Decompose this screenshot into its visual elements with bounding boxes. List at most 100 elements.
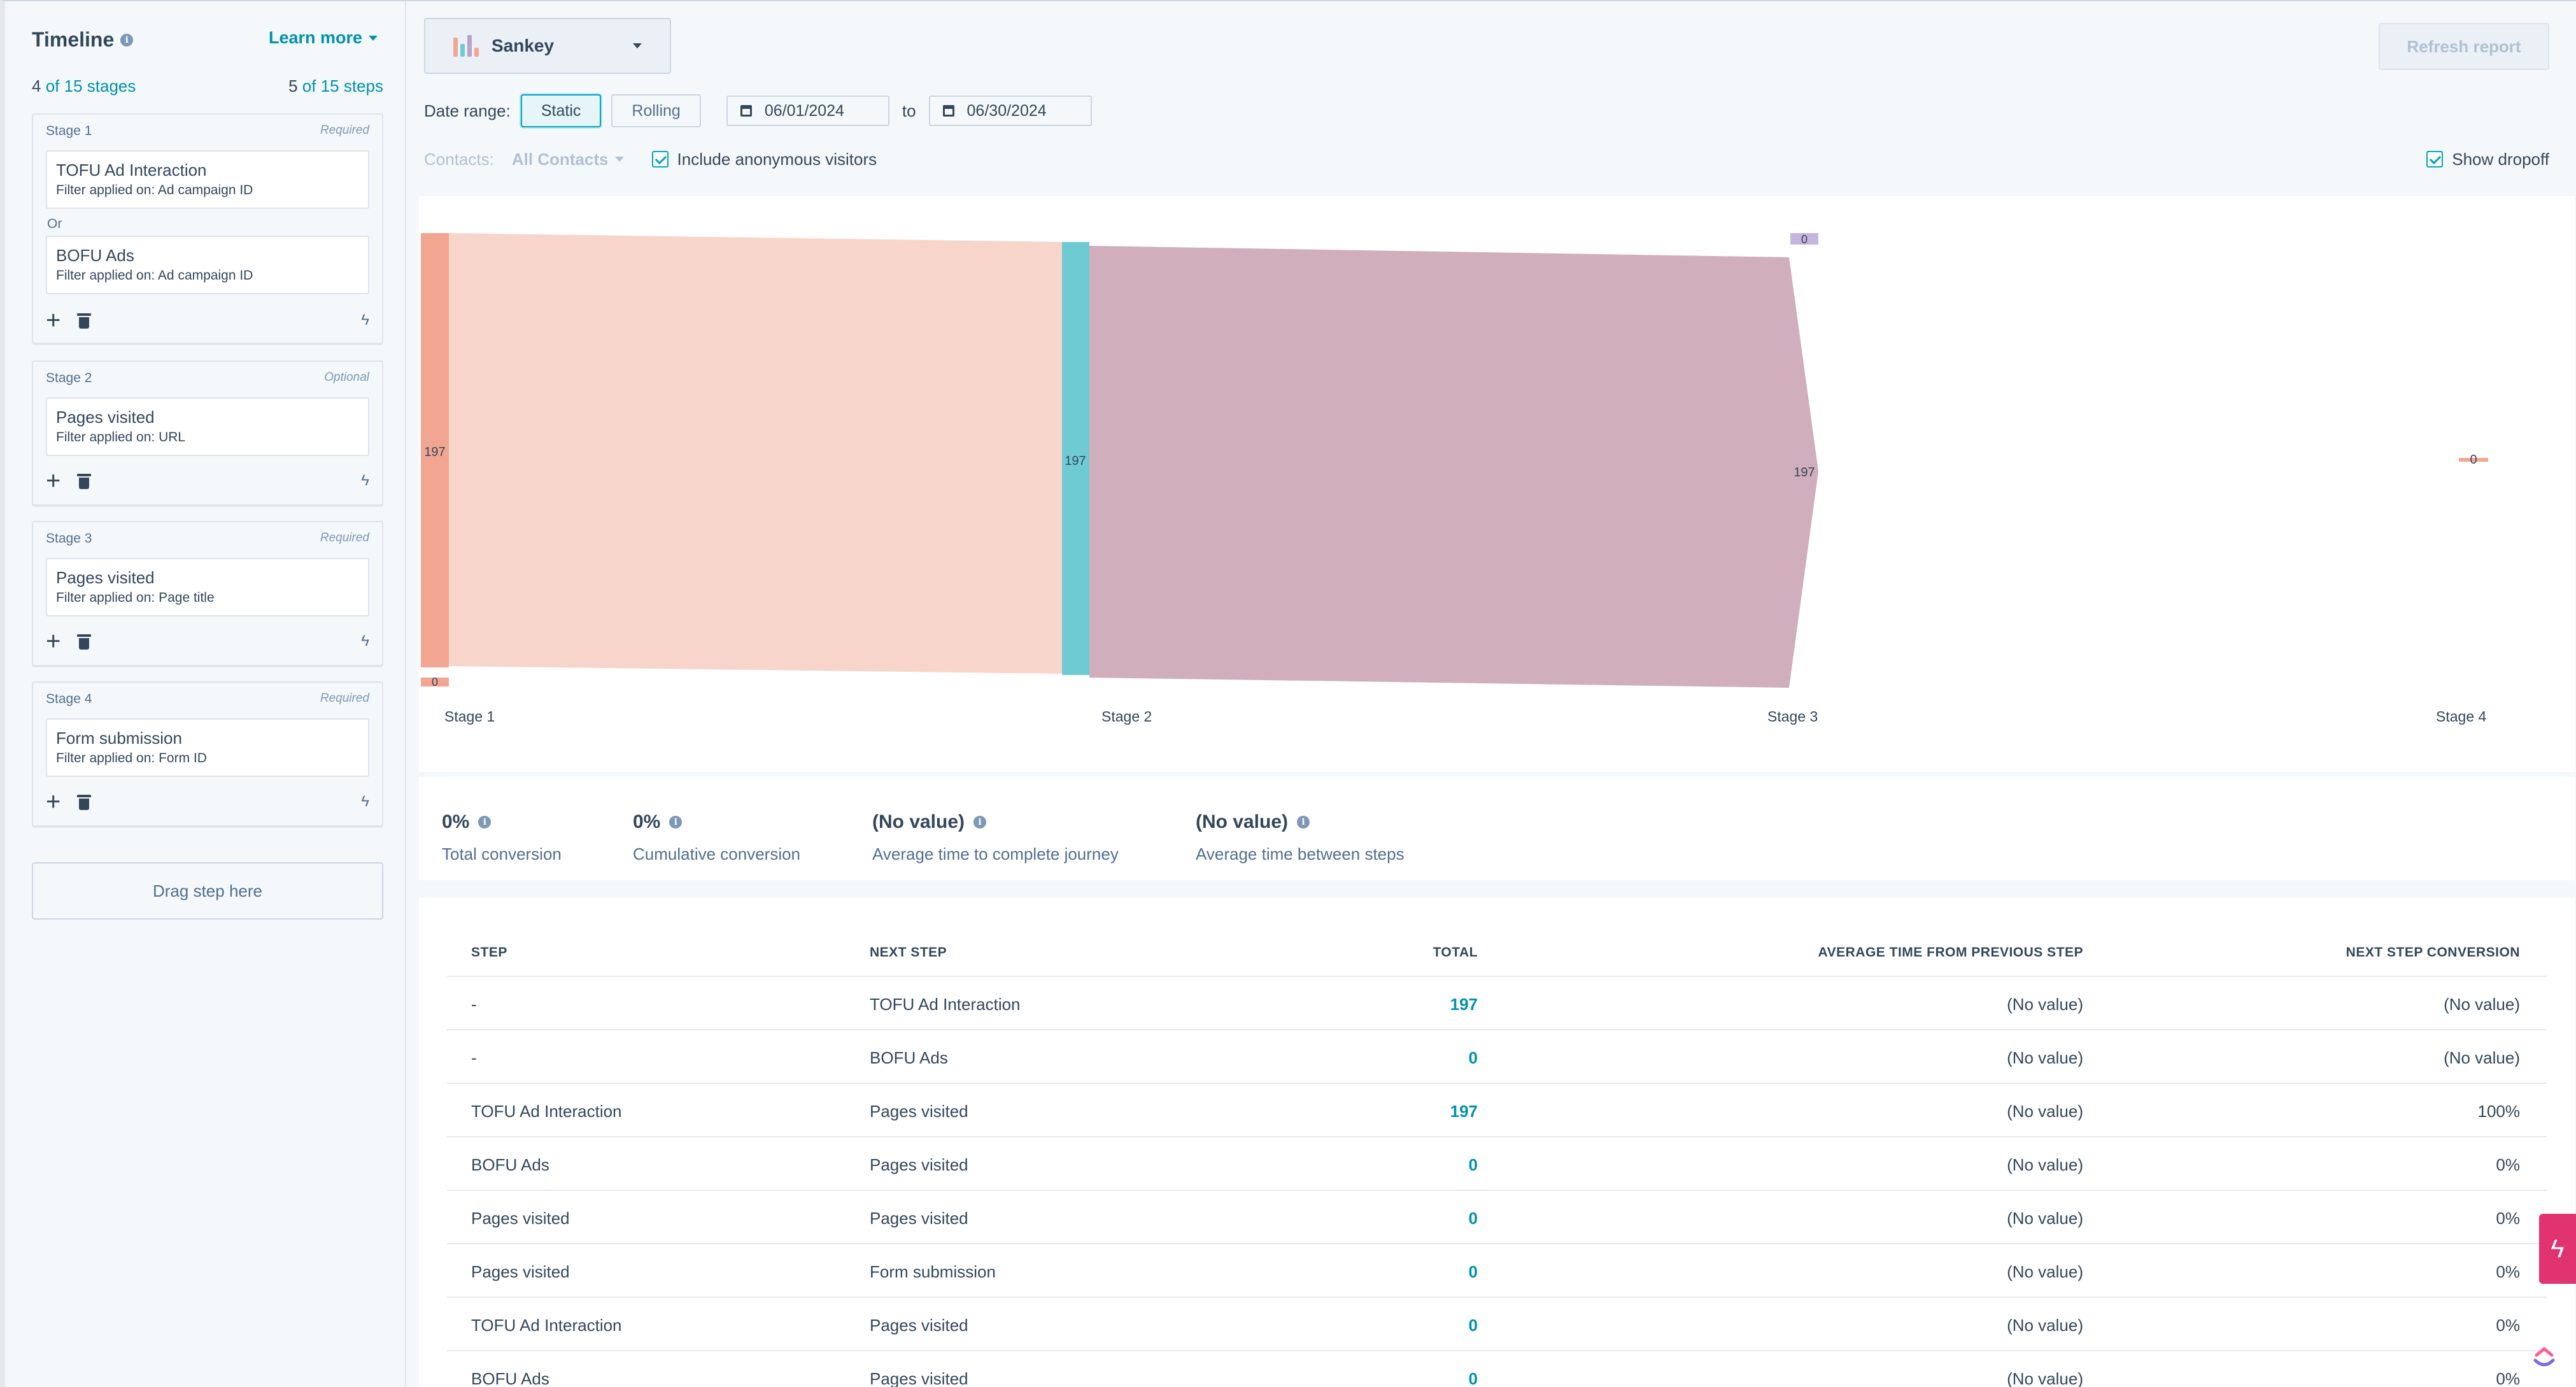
node-stage2[interactable] [1062, 242, 1089, 675]
stage-actions: + ϟ [46, 788, 369, 816]
kpi-value: (No value) [872, 811, 965, 832]
step-box-tofu[interactable]: TOFU Ad Interaction Filter applied on: A… [46, 150, 369, 209]
step-box-form[interactable]: Form submission Filter applied on: Form … [46, 718, 369, 777]
contacts-dropdown[interactable]: All Contacts [512, 150, 624, 169]
dropoff-value-stage1: 0 [432, 676, 438, 688]
add-step-icon[interactable]: + [46, 467, 61, 495]
contacts-label: Contacts: [424, 149, 494, 169]
cell-next-step: Pages visited [870, 1102, 968, 1121]
cell-conversion: 0% [2496, 1316, 2520, 1335]
cell-total-link[interactable]: 0 [1468, 1369, 1478, 1387]
refresh-report-button[interactable]: Refresh report [2379, 23, 2549, 70]
contacts-row: Contacts: All Contacts Include anonymous… [424, 146, 877, 172]
start-date-field[interactable]: 06/01/2024 [726, 96, 889, 126]
cell-next-step: Pages visited [870, 1316, 968, 1335]
header-step[interactable]: STEP [471, 945, 507, 960]
show-dropoff-checkbox[interactable] [2426, 151, 2444, 167]
cell-conversion: 0% [2496, 1209, 2520, 1228]
cell-total-link[interactable]: 0 [1468, 1155, 1478, 1174]
drag-step-dropzone[interactable]: Drag step here [32, 862, 383, 920]
end-date-field[interactable]: 06/30/2024 [928, 96, 1092, 126]
cell-step: BOFU Ads [471, 1155, 549, 1174]
dropoff-stage3[interactable] [1790, 233, 1818, 245]
stage-card-4: Stage 4 Required Form submission Filter … [32, 681, 383, 827]
table-row: TOFU Ad Interaction Pages visited 197 (N… [447, 1083, 2547, 1136]
cell-step: TOFU Ad Interaction [471, 1102, 622, 1121]
info-icon[interactable]: i [1297, 816, 1310, 829]
lightning-side-tab[interactable]: ϟ [2539, 1214, 2576, 1284]
cell-average-time: (No value) [2007, 1048, 2083, 1067]
static-toggle[interactable]: Static [520, 94, 602, 127]
trash-icon[interactable] [77, 312, 92, 329]
learn-more-dropdown[interactable]: Learn more [269, 28, 378, 48]
node-stage1[interactable] [421, 233, 449, 667]
cell-average-time: (No value) [2007, 1155, 2083, 1174]
add-step-icon[interactable]: + [46, 788, 61, 816]
stages-count-number: 4 [32, 76, 41, 96]
lightning-icon[interactable]: ϟ [361, 311, 369, 329]
flow-stage2-stage3[interactable] [1089, 246, 1818, 688]
cell-total-link[interactable]: 0 [1468, 1209, 1478, 1228]
app-logo-icon[interactable] [2530, 1342, 2558, 1370]
trash-icon[interactable] [77, 793, 92, 810]
cell-total-link[interactable]: 0 [1468, 1048, 1478, 1067]
or-label: Or [47, 217, 62, 231]
node-value-stage4: 0 [2470, 453, 2477, 467]
add-step-icon[interactable]: + [46, 306, 61, 334]
info-icon[interactable]: i [973, 816, 987, 829]
cell-average-time: (No value) [2007, 1102, 2083, 1121]
date-range-row: Date range: Static Rolling 06/01/2024 to… [424, 93, 1092, 129]
header-next-step[interactable]: NEXT STEP [870, 945, 947, 960]
stage-header: Stage 1 Required [46, 124, 369, 139]
stage-header: Stage 3 Required [46, 531, 369, 546]
stage-actions: + ϟ [46, 627, 369, 655]
cell-total-link[interactable]: 0 [1468, 1316, 1478, 1335]
cell-step: BOFU Ads [471, 1369, 549, 1387]
trash-icon[interactable] [77, 633, 92, 650]
cell-average-time: (No value) [2007, 1316, 2083, 1335]
cell-conversion: 0% [2496, 1262, 2520, 1281]
stage-card-2: Stage 2 Optional Pages visited Filter ap… [32, 360, 383, 506]
lightning-icon[interactable]: ϟ [361, 632, 369, 650]
lightning-icon[interactable]: ϟ [361, 793, 369, 810]
visualization-dropdown[interactable]: Sankey [424, 18, 671, 74]
kpi-total-conversion: 0% i Total conversion [442, 811, 562, 864]
cell-conversion: 0% [2496, 1369, 2520, 1387]
table-header: STEP NEXT STEP TOTAL AVERAGE TIME FROM P… [447, 945, 2547, 971]
add-step-icon[interactable]: + [46, 627, 61, 655]
header-average-time[interactable]: AVERAGE TIME FROM PREVIOUS STEP [1818, 945, 2083, 960]
cell-total-link[interactable]: 0 [1468, 1262, 1478, 1281]
step-box-pages-url[interactable]: Pages visited Filter applied on: URL [46, 397, 369, 456]
kpi-cumulative-conversion: 0% i Cumulative conversion [633, 811, 800, 864]
cell-total-link[interactable]: 197 [1450, 995, 1478, 1014]
table-row: BOFU Ads Pages visited 0 (No value) 0% [447, 1350, 2547, 1387]
info-icon[interactable]: i [120, 33, 134, 46]
cell-next-step: Pages visited [870, 1155, 968, 1174]
kpi-label: Average time between steps [1196, 844, 1405, 864]
info-icon[interactable]: i [478, 816, 492, 829]
include-anonymous-checkbox[interactable] [651, 151, 669, 167]
show-dropoff-option[interactable]: Show dropoff [2426, 146, 2549, 172]
info-icon[interactable]: i [669, 816, 683, 829]
header-total[interactable]: TOTAL [1433, 945, 1478, 960]
step-box-bofu[interactable]: BOFU Ads Filter applied on: Ad campaign … [46, 236, 369, 294]
cell-total-link[interactable]: 197 [1450, 1102, 1478, 1121]
step-box-pages-title[interactable]: Pages visited Filter applied on: Page ti… [46, 558, 369, 616]
dropoff-stage1[interactable] [421, 678, 449, 686]
stage-label: Stage 3 [46, 531, 92, 546]
trash-icon[interactable] [77, 473, 92, 489]
stage-card-3: Stage 3 Required Pages visited Filter ap… [32, 521, 383, 666]
stage-requirement: Optional [324, 371, 369, 384]
to-label: to [902, 101, 916, 120]
node-stage4[interactable] [2459, 458, 2488, 462]
stages-count-label: of 15 stages [45, 76, 136, 96]
lightning-icon[interactable]: ϟ [361, 472, 369, 489]
stage-requirement: Required [320, 124, 369, 137]
header-next-step-conversion[interactable]: NEXT STEP CONVERSION [2346, 945, 2520, 960]
table-row: - BOFU Ads 0 (No value) (No value) [447, 1029, 2547, 1083]
end-date-value: 06/30/2024 [966, 101, 1047, 120]
flow-stage1-stage2[interactable] [449, 233, 1062, 674]
kpi-label: Total conversion [442, 844, 562, 864]
include-anonymous-option[interactable]: Include anonymous visitors [651, 150, 877, 169]
rolling-toggle[interactable]: Rolling [611, 94, 701, 127]
